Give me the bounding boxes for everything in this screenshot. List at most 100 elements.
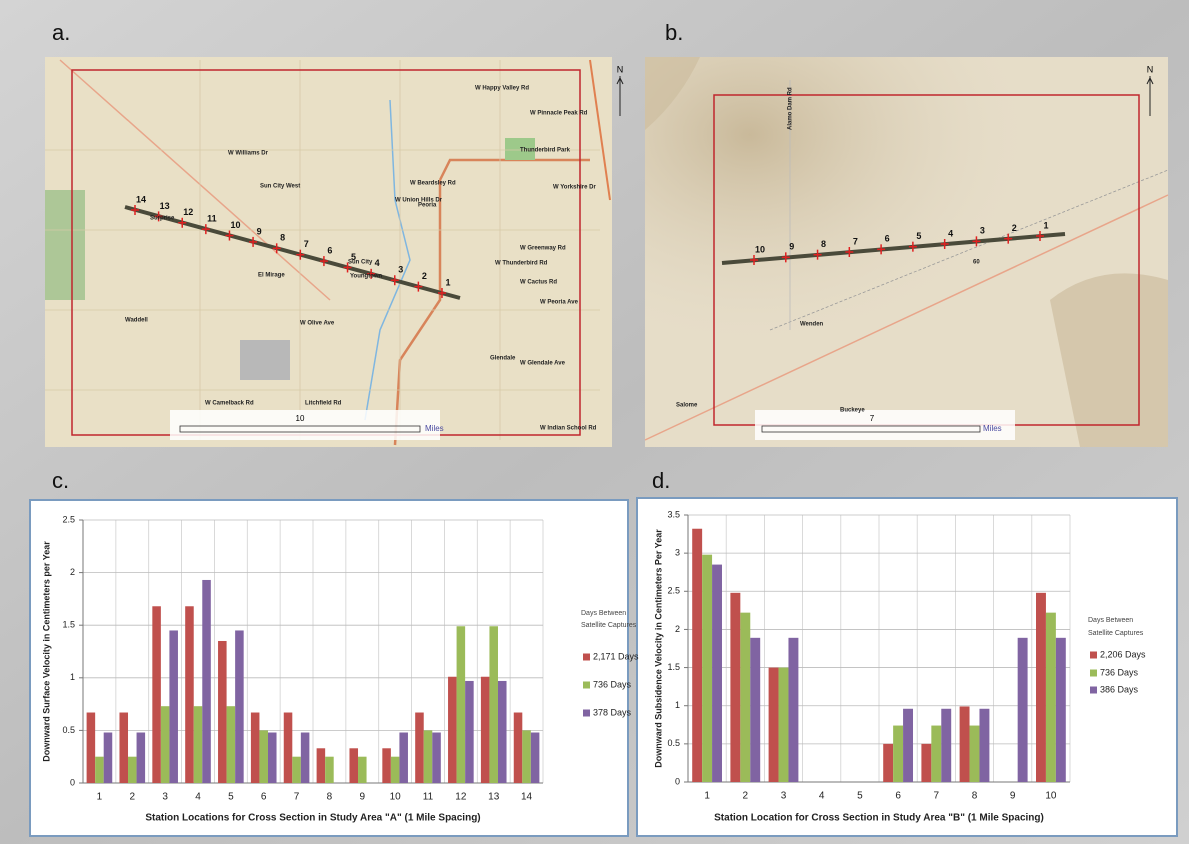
legend-label: 736 Days: [1100, 667, 1139, 677]
y-tick-label: 1: [70, 672, 75, 682]
legend-title: Days Between: [1088, 617, 1133, 624]
station-label: 1: [1043, 220, 1048, 230]
bar: [259, 730, 268, 783]
place-label: Buckeye: [840, 408, 865, 414]
place-label: W Yorkshire Dr: [553, 185, 596, 191]
place-label: Salome: [676, 403, 698, 409]
panel-label: a.: [52, 20, 70, 45]
x-tick-label: 5: [228, 792, 234, 803]
y-tick-label: 0: [70, 777, 75, 787]
x-tick-label: 8: [972, 791, 978, 802]
place-label: Sun City: [348, 260, 373, 266]
bar: [788, 637, 799, 782]
bar: [432, 732, 441, 783]
bar: [750, 637, 761, 782]
bar: [250, 712, 260, 783]
bar: [193, 706, 203, 783]
bar: [883, 743, 894, 782]
bar: [465, 680, 474, 783]
bar: [86, 712, 96, 783]
bar: [399, 732, 408, 783]
place-label: Peoria: [418, 203, 437, 209]
station-label: 2: [422, 271, 427, 281]
place-label: Sun City West: [260, 184, 300, 190]
place-label: W Glendale Ave: [520, 361, 566, 367]
bar: [95, 756, 104, 783]
bar: [316, 748, 326, 783]
place-label: 60: [973, 260, 980, 266]
bar: [522, 730, 531, 783]
bar: [423, 730, 433, 783]
bar: [1055, 637, 1066, 782]
bar: [740, 612, 751, 782]
station-label: 7: [853, 236, 858, 246]
station-label: 5: [916, 231, 921, 241]
x-tick-label: 4: [195, 792, 201, 803]
place-label: W Peoria Ave: [540, 300, 579, 306]
station-label: 4: [375, 258, 380, 268]
x-tick-label: 2: [130, 792, 136, 803]
place-label: Alamo Dam Rd: [788, 87, 794, 130]
x-tick-label: 12: [455, 792, 467, 803]
x-tick-label: 6: [261, 792, 267, 803]
x-tick-label: 6: [895, 791, 901, 802]
station-label: 4: [948, 228, 953, 238]
y-tick-label: 1.5: [667, 662, 680, 672]
bar: [382, 748, 391, 783]
bar: [903, 708, 913, 782]
bar: [152, 606, 161, 783]
x-tick-label: 10: [1045, 791, 1057, 802]
y-axis-title: Downward Subsidence Velocity in Centimet…: [653, 529, 663, 768]
bar: [325, 756, 334, 783]
station-label: 13: [160, 201, 170, 211]
bar: [778, 667, 789, 782]
x-tick-label: 2: [743, 791, 749, 802]
x-axis-title: Station Locations for Cross Section in S…: [145, 813, 480, 824]
legend-title: Satellite Captures: [1088, 630, 1144, 637]
place-label: Thunderbird Park: [520, 148, 571, 154]
station-label: 1: [445, 277, 450, 287]
x-tick-label: 9: [1010, 791, 1016, 802]
x-tick-label: 3: [781, 791, 787, 802]
place-label: W Camelback Rd: [205, 401, 254, 407]
place-label: W Cactus Rd: [520, 280, 557, 286]
station-label: 11: [207, 214, 217, 224]
bar: [160, 706, 170, 783]
bar: [119, 712, 129, 783]
place-label: Surprise: [150, 216, 175, 222]
place-label: Waddell: [125, 318, 148, 324]
scale-value: 10: [296, 414, 305, 423]
bar: [456, 626, 466, 783]
station-label: 9: [257, 226, 262, 236]
y-tick-label: 2.5: [62, 514, 75, 524]
bar: [702, 554, 713, 782]
legend-label: 2,206 Days: [1100, 649, 1146, 659]
place-label: W Union Hills Dr: [395, 198, 443, 204]
bar: [202, 579, 211, 783]
bar: [267, 732, 277, 783]
station-label: 3: [980, 226, 985, 236]
y-axis-title: Downward Surface Velocity in Centimeters…: [41, 541, 51, 762]
bar: [226, 706, 236, 783]
place-label: W Pinnacle Peak Rd: [530, 111, 588, 117]
x-tick-label: 3: [162, 792, 168, 803]
x-tick-label: 11: [423, 792, 434, 803]
legend-swatch: [583, 653, 590, 661]
panel-label: b.: [665, 20, 683, 45]
y-tick-label: 3: [675, 548, 680, 558]
x-tick-label: 4: [819, 791, 825, 802]
map-b: [644, 57, 1169, 447]
bar: [218, 640, 227, 783]
station-label: 8: [821, 239, 826, 249]
place-label: Youngtown: [350, 274, 383, 280]
station-label: 14: [136, 194, 146, 204]
bar: [480, 676, 490, 783]
x-tick-label: 9: [360, 792, 366, 803]
bar: [497, 680, 507, 783]
bar: [941, 708, 952, 782]
place-label: W Indian School Rd: [540, 426, 597, 432]
bar: [513, 712, 523, 783]
bar: [349, 748, 359, 783]
bar: [712, 564, 722, 782]
bar: [136, 732, 146, 783]
